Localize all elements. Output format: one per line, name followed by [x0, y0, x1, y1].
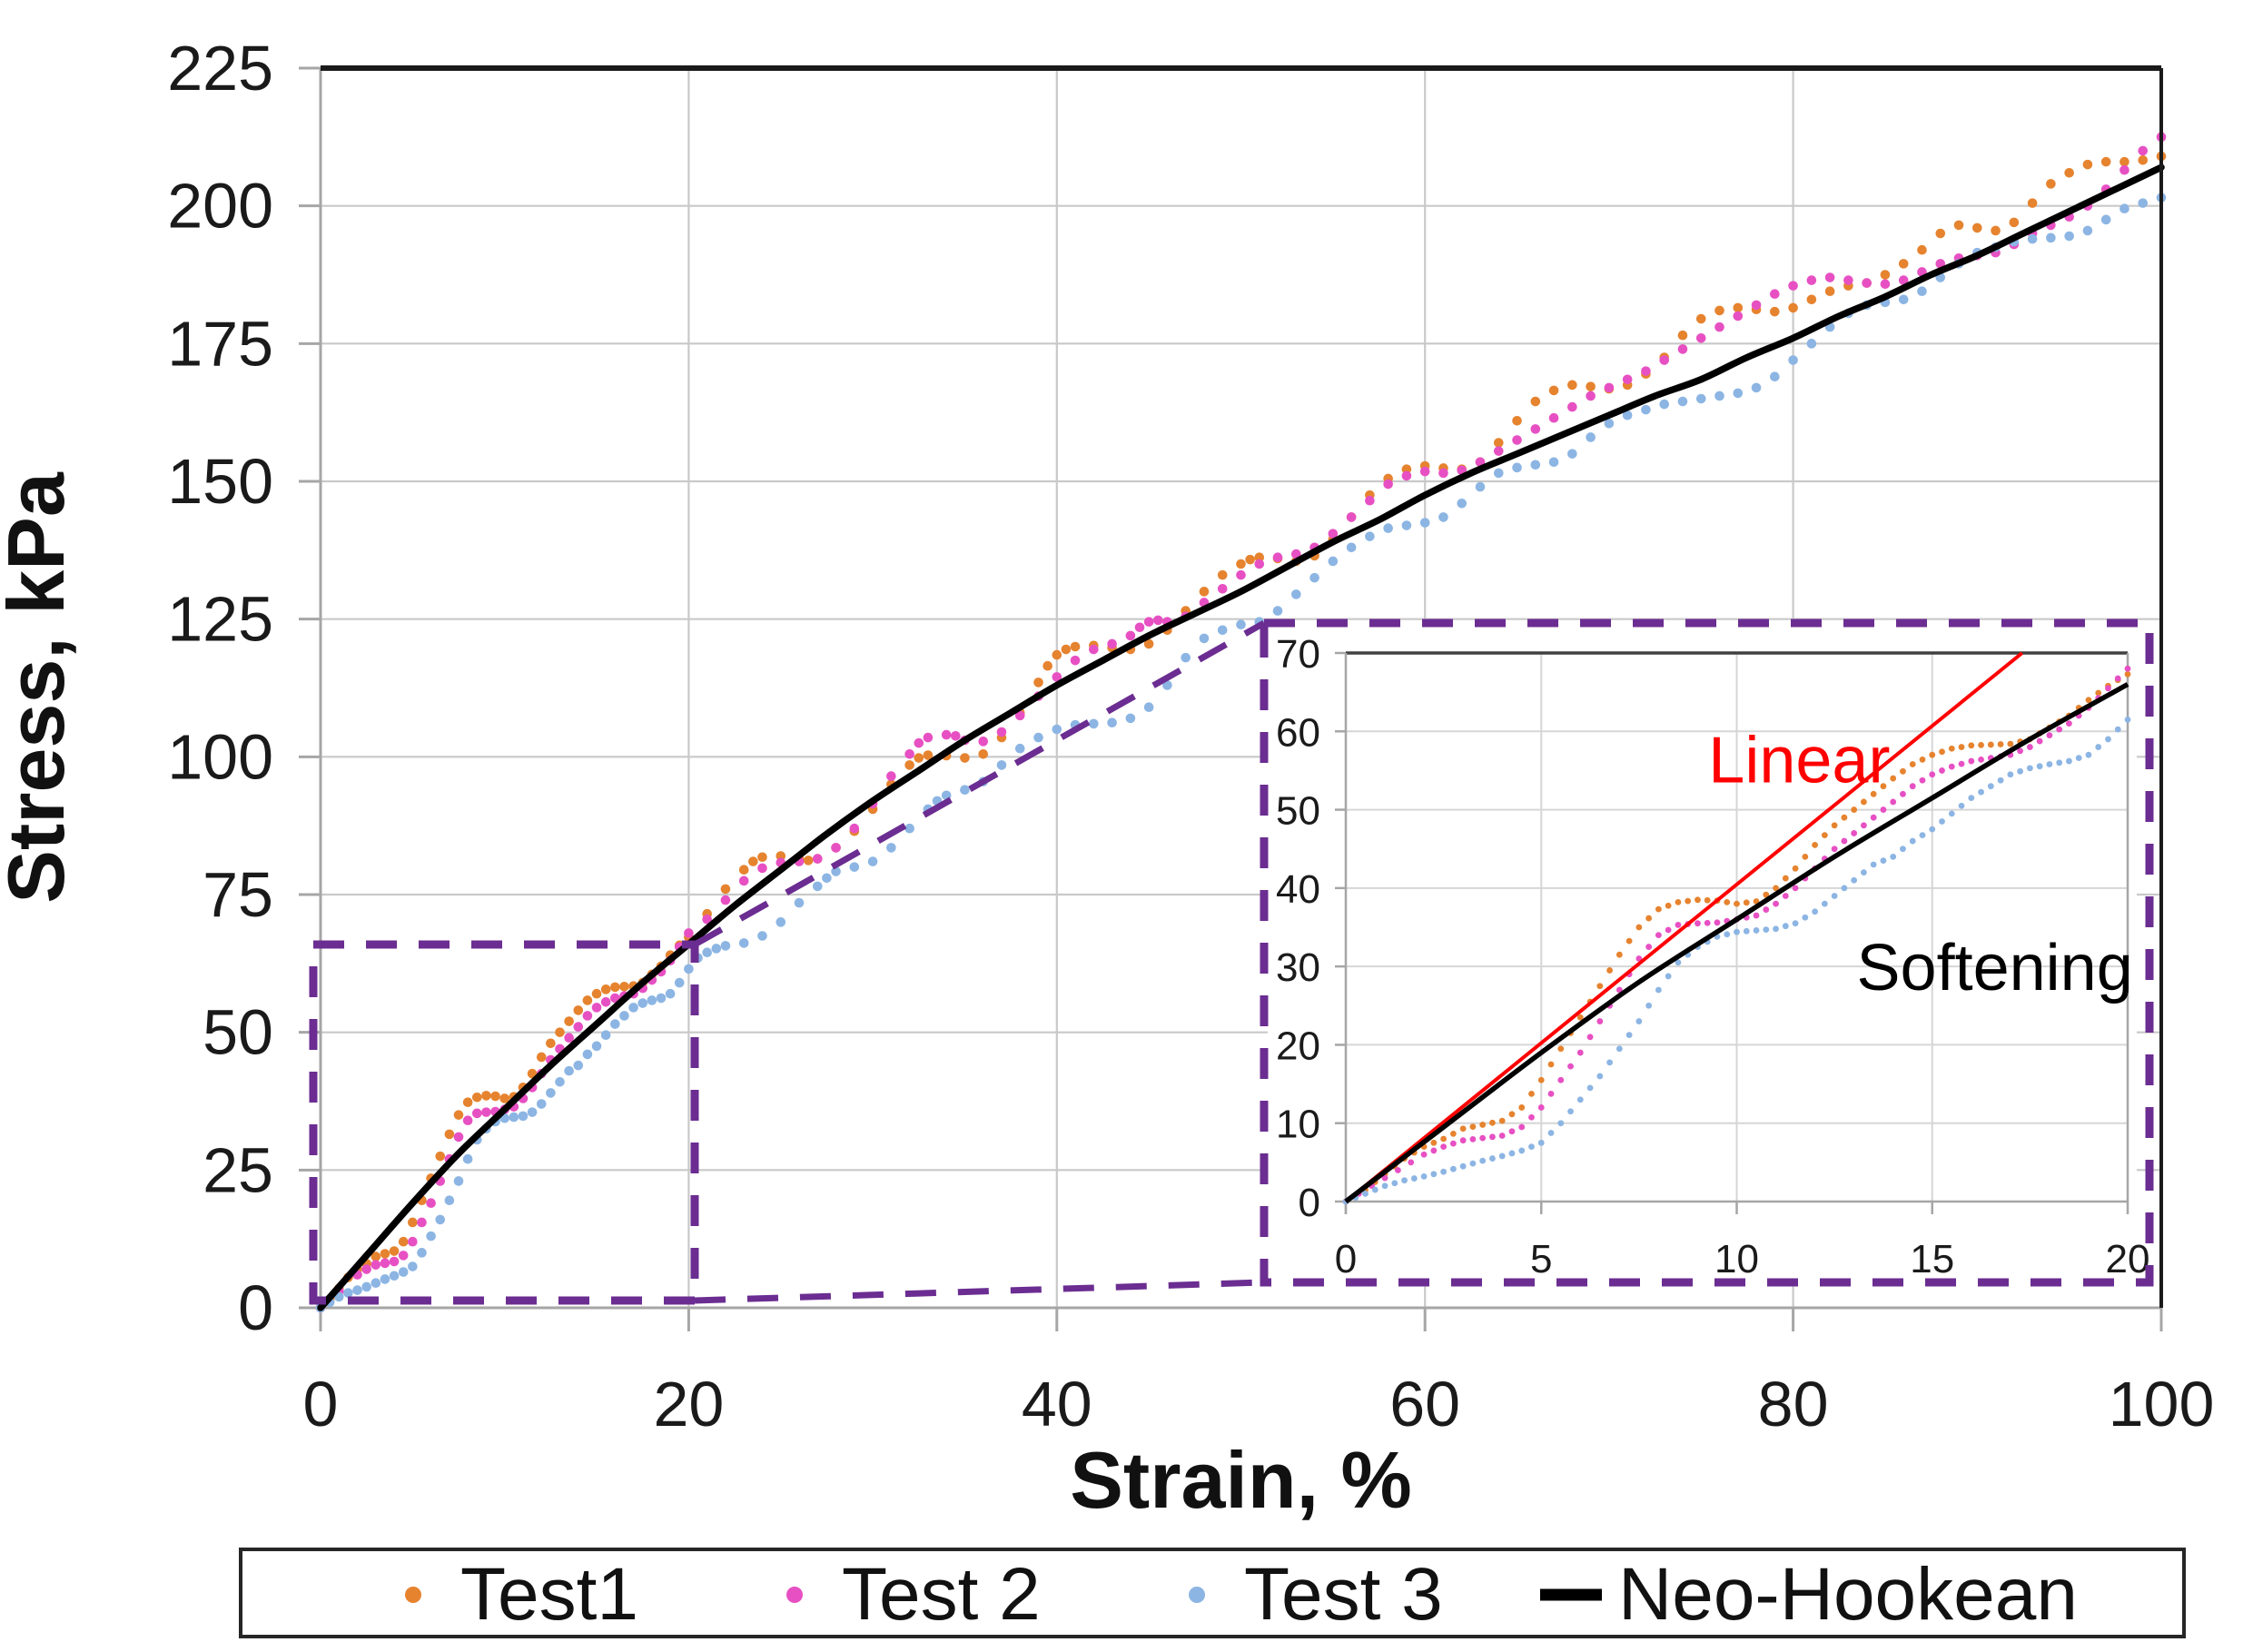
y-tick-label: 225 — [167, 33, 273, 104]
legend-item-test-3: Test 3 — [1189, 1553, 1443, 1636]
callout-line-bottom — [694, 1279, 1265, 1304]
inset-y-tick-label: 0 — [1299, 1181, 1320, 1225]
inset-x-tick-label: 0 — [1335, 1237, 1357, 1281]
annotation-softening: Softening — [1857, 932, 2133, 1004]
y-tick-label: 125 — [167, 584, 273, 655]
inset-x-tick-label: 10 — [1714, 1237, 1759, 1281]
y-tick-label: 200 — [167, 171, 273, 242]
y-tick-label: 0 — [238, 1272, 273, 1343]
legend: Test1 Test 2 Test 3 Neo-Hookean — [239, 1548, 2186, 1638]
legend-label: Test 2 — [842, 1553, 1041, 1636]
inset-y-tick-label: 40 — [1276, 867, 1320, 912]
inset-zoom-box — [1260, 618, 2154, 1287]
inset-x-tick-label: 20 — [2106, 1237, 2150, 1281]
inset-y-tick-label: 30 — [1276, 945, 1320, 990]
y-tick-label: 150 — [167, 446, 273, 517]
legend-label: Test1 — [460, 1553, 638, 1636]
inset-x-tick-label: 5 — [1530, 1237, 1552, 1281]
annotation-linear: Linear — [1708, 724, 1890, 796]
inset-y-tick-label: 10 — [1276, 1103, 1320, 1147]
callout-line-top — [693, 619, 1266, 948]
legend-item-test-2: Test 2 — [786, 1553, 1041, 1636]
inset-linear-line — [1344, 651, 2024, 1203]
legend-item-test1: Test1 — [405, 1553, 638, 1636]
x-tick-label: 20 — [653, 1369, 724, 1439]
neo-hookean-line — [317, 163, 2165, 1311]
legend-label: Neo-Hookean — [1618, 1553, 2078, 1636]
y-tick-label: 50 — [203, 997, 273, 1068]
y-axis-title: Stress, kPa — [0, 471, 81, 904]
series-test-3-dots — [315, 193, 2167, 1313]
inset-softening-curve — [1344, 682, 2129, 1204]
y-tick-label: 25 — [203, 1134, 273, 1205]
y-tick-label: 175 — [167, 308, 273, 379]
x-axis-title: Strain, % — [1070, 1435, 1412, 1525]
x-tick-label: 0 — [303, 1369, 339, 1439]
main-plot-border — [321, 65, 2163, 1308]
zoom-region — [309, 619, 1266, 1305]
x-tick-label: 80 — [1758, 1369, 1829, 1439]
inset-y-tick-label: 20 — [1276, 1024, 1320, 1068]
inset-x-tick-label: 15 — [1910, 1237, 1954, 1281]
y-tick-label: 100 — [167, 721, 273, 792]
inset-y-tick-label: 50 — [1276, 789, 1320, 834]
inset-y-tick-label: 70 — [1276, 632, 1320, 677]
inset-series-test-3-dots — [1342, 716, 2131, 1205]
inset-chart: 0 10 20 30 40 50 60 70 0 5 10 15 20 Linear Softening — [1260, 618, 2154, 1287]
legend-box — [239, 1548, 2186, 1638]
x-tick-label: 40 — [1022, 1369, 1092, 1439]
legend-item-neo-hookean: Neo-Hookean — [1540, 1553, 2078, 1636]
main-axes — [299, 66, 2163, 1331]
legend-label: Test 3 — [1244, 1553, 1443, 1636]
x-tick-label: 60 — [1389, 1369, 1460, 1439]
y-tick-label: 75 — [203, 859, 273, 930]
x-tick-label: 100 — [2109, 1369, 2215, 1439]
inset-y-tick-label: 60 — [1276, 710, 1320, 755]
